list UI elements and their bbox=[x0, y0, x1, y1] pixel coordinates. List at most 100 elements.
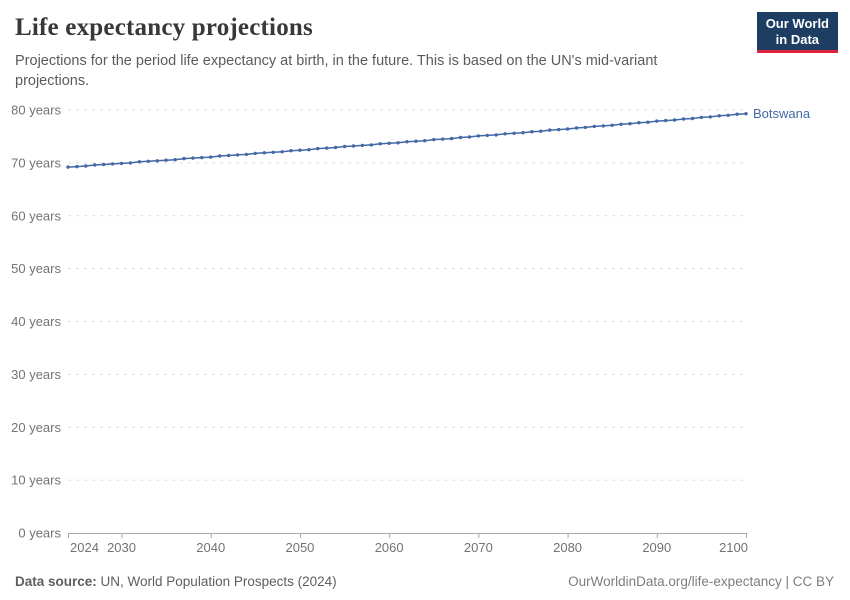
data-point-marker bbox=[467, 135, 472, 139]
data-point-marker bbox=[458, 135, 463, 140]
data-point-marker bbox=[289, 149, 293, 153]
data-point-marker bbox=[298, 148, 302, 152]
y-axis-tick-label: 70 years bbox=[11, 155, 61, 170]
data-point-marker bbox=[503, 132, 507, 136]
data-point-marker bbox=[690, 116, 695, 121]
page-title: Life expectancy projections bbox=[15, 14, 313, 41]
data-point-marker bbox=[325, 146, 329, 150]
chart-header: Life expectancy projections Projections … bbox=[15, 14, 755, 91]
x-axis-tick-label: 2080 bbox=[553, 540, 582, 555]
data-point-marker bbox=[253, 151, 257, 156]
data-point-marker bbox=[119, 161, 124, 166]
owid-logo: Our World in Data bbox=[756, 12, 838, 54]
data-point-marker bbox=[235, 153, 240, 157]
data-point-marker bbox=[681, 117, 686, 121]
data-point-marker bbox=[75, 164, 79, 169]
data-point-marker bbox=[699, 115, 704, 120]
data-source: Data source: UN, World Population Prospe… bbox=[15, 574, 337, 589]
data-point-marker bbox=[726, 113, 730, 118]
data-point-marker bbox=[84, 164, 88, 168]
data-point-marker bbox=[664, 118, 668, 123]
data-point-marker bbox=[66, 165, 70, 169]
data-point-marker bbox=[655, 119, 659, 123]
data-point-marker bbox=[565, 127, 570, 131]
chart-subtitle: Projections for the period life expectan… bbox=[15, 53, 658, 89]
data-point-marker bbox=[155, 159, 159, 163]
data-point-marker bbox=[182, 156, 186, 161]
data-point-marker bbox=[200, 155, 204, 160]
y-axis-tick-label: 40 years bbox=[11, 314, 61, 329]
y-axis-tick-label: 0 years bbox=[18, 526, 61, 541]
x-axis-tick-label: 2040 bbox=[196, 540, 225, 555]
data-point-marker bbox=[271, 150, 275, 154]
data-source-label: Data source: bbox=[15, 574, 97, 589]
x-axis-tick-label: 2024 bbox=[70, 540, 99, 555]
data-point-marker bbox=[93, 163, 97, 167]
data-point-marker bbox=[432, 137, 436, 142]
x-axis-tick-label: 2070 bbox=[464, 540, 493, 555]
data-point-marker bbox=[316, 146, 320, 151]
x-axis-tick-label: 2030 bbox=[107, 540, 136, 555]
data-point-marker bbox=[396, 141, 400, 145]
data-point-marker bbox=[226, 153, 231, 158]
data-point-marker bbox=[262, 151, 266, 155]
data-point-marker bbox=[494, 133, 498, 137]
data-point-marker bbox=[342, 144, 347, 149]
data-point-marker bbox=[128, 161, 133, 165]
y-axis-tick-label: 60 years bbox=[11, 208, 61, 223]
owid-logo-line2: in Data bbox=[775, 31, 820, 47]
data-point-marker bbox=[164, 158, 168, 162]
data-point-marker bbox=[557, 127, 561, 132]
data-point-marker bbox=[405, 140, 409, 144]
x-axis-tick-label: 2100 bbox=[719, 540, 748, 555]
data-point-marker bbox=[646, 120, 650, 124]
data-point-marker bbox=[191, 156, 195, 160]
data-point-marker bbox=[333, 145, 338, 150]
y-axis-tick-label: 50 years bbox=[11, 261, 61, 276]
data-point-marker bbox=[378, 142, 382, 146]
data-point-marker bbox=[280, 150, 284, 154]
data-point-marker bbox=[351, 144, 356, 148]
series-label: Botswana bbox=[753, 106, 811, 121]
data-point-marker bbox=[209, 155, 213, 159]
data-point-marker bbox=[485, 133, 489, 138]
data-point-marker bbox=[146, 159, 150, 163]
x-axis-tick-label: 2090 bbox=[642, 540, 671, 555]
x-axis-tick-label: 2050 bbox=[285, 540, 314, 555]
data-point-marker bbox=[102, 162, 106, 167]
data-point-marker bbox=[548, 128, 552, 132]
data-point-marker bbox=[637, 121, 641, 125]
data-point-marker bbox=[369, 143, 373, 147]
data-point-marker bbox=[423, 139, 427, 143]
data-point-marker bbox=[244, 152, 249, 157]
data-point-marker bbox=[717, 114, 721, 118]
line-chart-canvas: 0 years 10 years 20 years 30 years 40 years 5… bbox=[11, 103, 811, 556]
data-point-marker bbox=[512, 131, 516, 135]
data-point-marker bbox=[574, 126, 579, 130]
data-point-marker bbox=[307, 148, 311, 152]
data-point-marker bbox=[610, 123, 614, 128]
owid-logo-line1: Our World bbox=[765, 16, 829, 31]
data-point-marker bbox=[708, 115, 712, 119]
data-source-text: UN, World Population Prospects (2024) bbox=[96, 574, 337, 589]
data-point-marker bbox=[218, 154, 222, 158]
data-point-marker bbox=[619, 122, 623, 127]
data-point-marker bbox=[735, 112, 739, 116]
y-axis-tick-label: 10 years bbox=[11, 473, 61, 488]
data-point-marker bbox=[449, 136, 454, 141]
data-point-marker bbox=[583, 125, 588, 130]
y-axis-tick-label: 30 years bbox=[11, 367, 61, 382]
data-point-marker bbox=[476, 134, 481, 138]
data-point-marker bbox=[360, 143, 365, 148]
data-point-marker bbox=[521, 131, 525, 135]
data-point-marker bbox=[530, 130, 534, 134]
x-axis-tick-label: 2060 bbox=[375, 540, 404, 555]
data-point-marker bbox=[387, 141, 391, 145]
data-point-marker bbox=[137, 160, 142, 164]
data-point-marker bbox=[744, 112, 748, 116]
data-point-marker bbox=[592, 124, 596, 129]
y-axis-tick-label: 80 years bbox=[11, 103, 61, 118]
credit-link[interactable]: OurWorldinData.org/life-expectancy | CC … bbox=[568, 574, 834, 589]
data-point-marker bbox=[539, 129, 543, 133]
data-point-marker bbox=[601, 124, 605, 128]
